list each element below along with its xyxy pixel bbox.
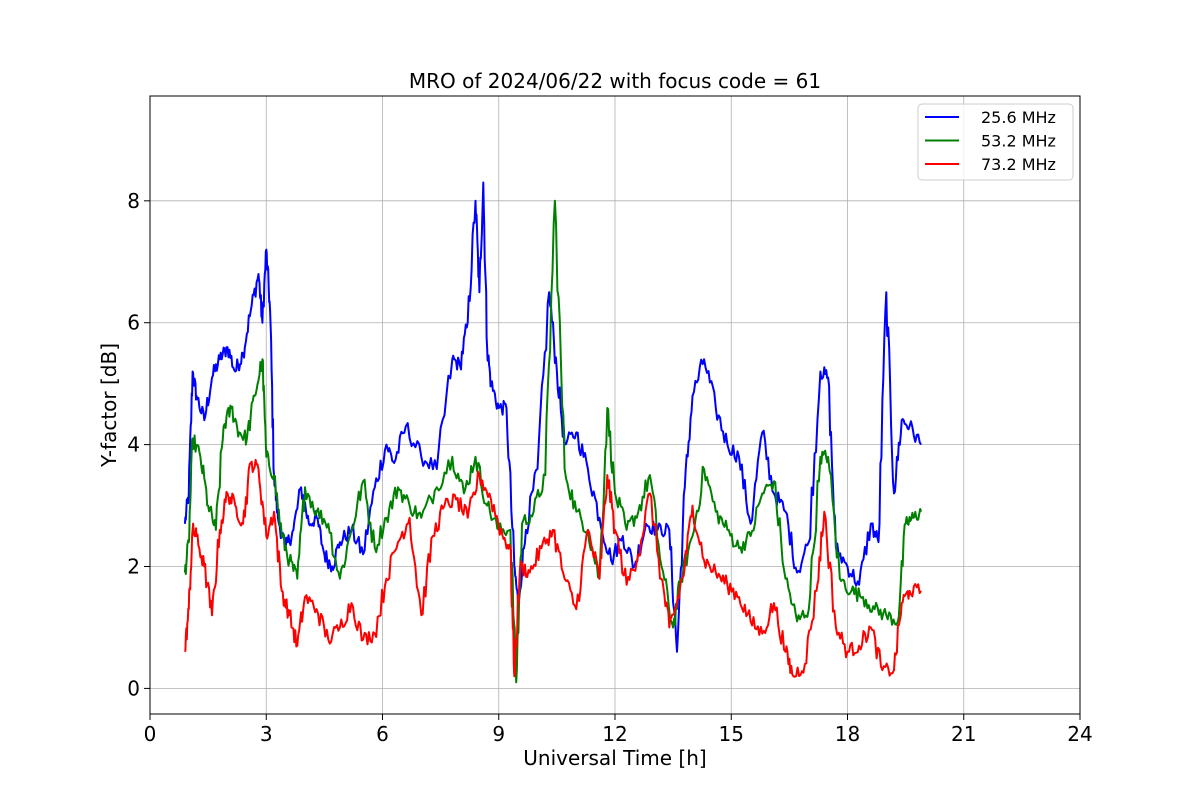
y-tick-label: 8 bbox=[127, 189, 140, 213]
x-axis-label: Universal Time [h] bbox=[523, 746, 706, 770]
legend: 25.6 MHz 53.2 MHz 73.2 MHz bbox=[917, 103, 1074, 181]
series-line-1 bbox=[183, 199, 923, 684]
x-tick-label: 9 bbox=[492, 722, 505, 746]
y-tick-label: 6 bbox=[127, 311, 140, 335]
chart-title: MRO of 2024/06/22 with focus code = 61 bbox=[409, 69, 821, 93]
x-tick-label: 0 bbox=[144, 722, 157, 746]
x-tick-label: 18 bbox=[835, 722, 860, 746]
legend-items: 25.6 MHz 53.2 MHz 73.2 MHz bbox=[925, 108, 1056, 174]
x-tick-label: 24 bbox=[1067, 722, 1092, 746]
y-tick-label: 4 bbox=[127, 433, 140, 457]
y-axis-ticks: 0 2 4 6 8 bbox=[127, 189, 150, 700]
series-line-2 bbox=[183, 458, 922, 678]
x-tick-label: 6 bbox=[376, 722, 389, 746]
legend-label: 25.6 MHz bbox=[981, 108, 1056, 127]
x-axis-ticks: 0 3 6 9 12 15 18 21 24 bbox=[144, 714, 1093, 746]
series-layer bbox=[183, 181, 923, 684]
y-tick-label: 0 bbox=[127, 676, 140, 700]
legend-label: 73.2 MHz bbox=[981, 155, 1056, 174]
x-tick-label: 21 bbox=[951, 722, 976, 746]
x-tick-label: 12 bbox=[602, 722, 627, 746]
x-tick-label: 15 bbox=[719, 722, 744, 746]
series-line-0 bbox=[183, 181, 922, 653]
y-axis-label: Y-factor [dB] bbox=[97, 343, 121, 468]
legend-label: 53.2 MHz bbox=[981, 132, 1056, 151]
x-tick-label: 3 bbox=[260, 722, 273, 746]
y-tick-label: 2 bbox=[127, 555, 140, 579]
legend-box bbox=[917, 103, 1074, 181]
